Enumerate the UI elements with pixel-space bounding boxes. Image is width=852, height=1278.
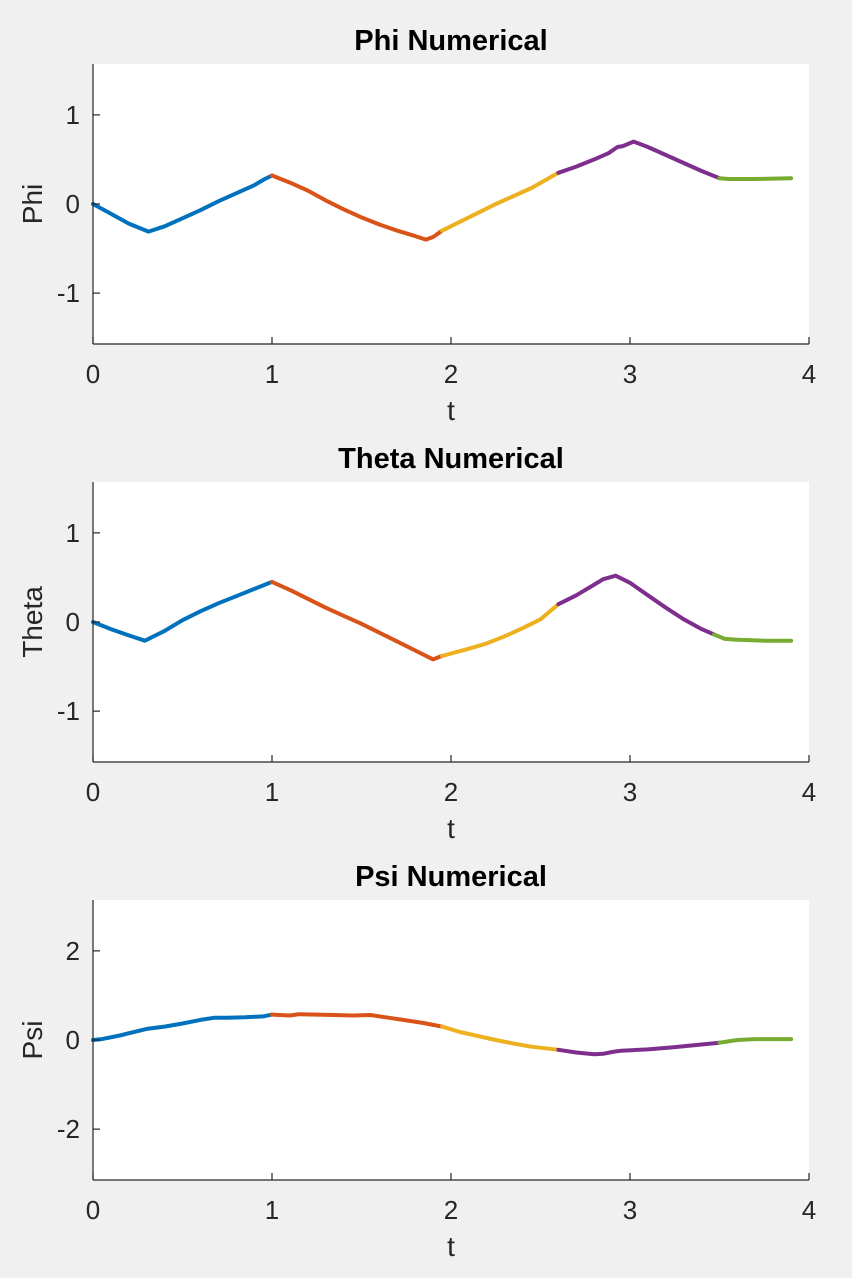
x-axis-label-phi: t (447, 395, 455, 426)
y-axis-label-phi: Phi (17, 184, 48, 224)
psi-series-segment-5 (717, 1037, 794, 1045)
phi-x-tick-label: 1 (265, 359, 279, 389)
subplot-theta: Theta Numerical 0 1 2 3 4 -1 0 1 t Theta (17, 443, 816, 844)
theta-y-tick-label: 1 (66, 518, 80, 548)
x-axis-label-theta: t (447, 813, 455, 844)
phi-y-tick-label: 1 (66, 100, 80, 130)
theta-series-segment-4 (556, 573, 717, 637)
phi-series-segment-4 (556, 139, 722, 181)
theta-series-segment-2 (270, 579, 445, 662)
psi-y-tick-label: 2 (66, 936, 80, 966)
phi-x-tick-label: 2 (444, 359, 458, 389)
psi-y-tick-label: -2 (57, 1114, 80, 1144)
theta-y-tick-label: 0 (66, 607, 80, 637)
psi-y-tick-label: 0 (66, 1025, 80, 1055)
psi-x-tick-label: 2 (444, 1195, 458, 1225)
psi-x-tick-label: 4 (802, 1195, 816, 1225)
theta-series-segment-1 (91, 579, 274, 643)
subplot-phi: Phi Numerical 0 1 2 3 4 -1 0 1 t Phi (17, 25, 816, 426)
psi-series-segment-3 (440, 1024, 561, 1052)
axes-area-theta (93, 482, 809, 762)
theta-x-tick-label: 0 (86, 777, 100, 807)
y-axis-label-psi: Psi (17, 1021, 48, 1060)
theta-x-tick-label: 2 (444, 777, 458, 807)
subplot-psi: Psi Numerical 0 1 2 3 4 -2 0 2 t Psi (17, 861, 816, 1262)
y-axis-label-theta: Theta (17, 586, 48, 658)
psi-series-segment-2 (270, 1012, 445, 1029)
theta-y-tick-label: -1 (57, 696, 80, 726)
phi-x-tick-label: 0 (86, 359, 100, 389)
axes-area-psi (93, 900, 809, 1180)
phi-y-tick-label: -1 (57, 278, 80, 308)
phi-x-tick-label: 4 (802, 359, 816, 389)
psi-series-segment-1 (91, 1012, 274, 1042)
tick-layer-theta: 0 1 2 3 4 -1 0 1 (57, 518, 816, 807)
series-layer-theta (91, 573, 794, 662)
phi-series-segment-2 (270, 173, 445, 242)
theta-series-segment-3 (440, 602, 561, 658)
psi-x-tick-label: 0 (86, 1195, 100, 1225)
theta-series-segment-5 (712, 632, 794, 643)
chart-title-theta: Theta Numerical (338, 443, 564, 475)
phi-x-tick-label: 3 (623, 359, 637, 389)
psi-series-segment-4 (556, 1040, 722, 1057)
theta-x-tick-label: 4 (802, 777, 816, 807)
axes-area-phi (93, 64, 809, 344)
theta-x-tick-label: 1 (265, 777, 279, 807)
psi-x-tick-label: 3 (623, 1195, 637, 1225)
phi-series-segment-3 (440, 170, 561, 233)
tick-layer-psi: 0 1 2 3 4 -2 0 2 (57, 936, 816, 1225)
tick-layer-phi: 0 1 2 3 4 -1 0 1 (57, 100, 816, 389)
phi-series-segment-5 (717, 176, 794, 181)
series-layer-phi (91, 139, 794, 242)
x-axis-label-psi: t (447, 1231, 455, 1262)
theta-x-tick-label: 3 (623, 777, 637, 807)
phi-series-segment-1 (91, 173, 274, 234)
chart-title-psi: Psi Numerical (355, 861, 547, 893)
psi-x-tick-label: 1 (265, 1195, 279, 1225)
chart-title-phi: Phi Numerical (354, 25, 547, 57)
series-layer-psi (91, 1012, 794, 1057)
phi-y-tick-label: 0 (66, 189, 80, 219)
